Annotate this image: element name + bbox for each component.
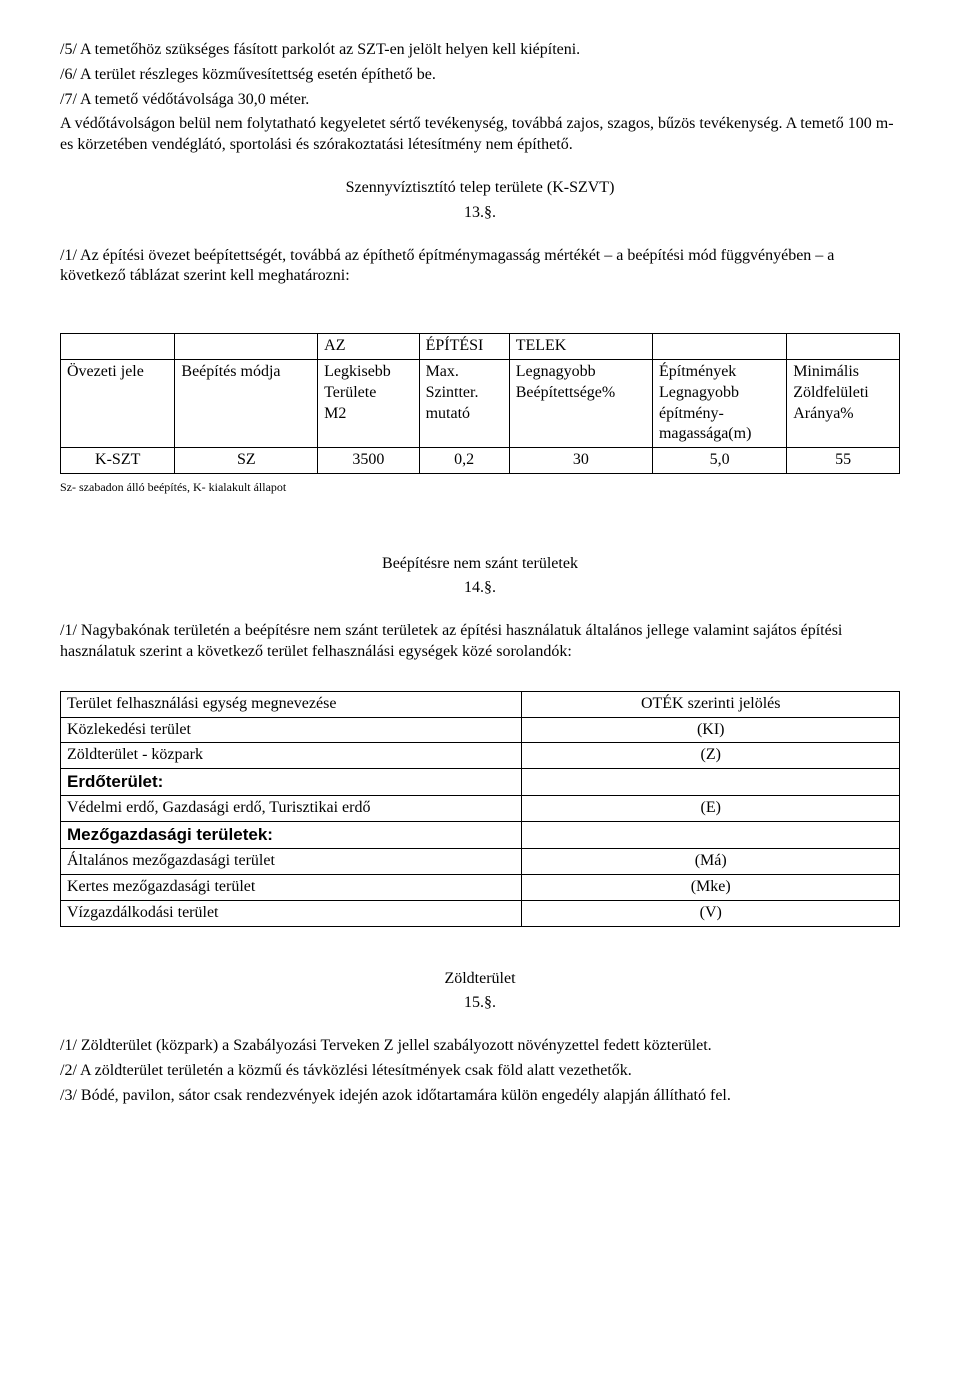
r1a: Közlekedési terület [61, 717, 522, 743]
hdr-col2: OTÉK szerinti jelölés [522, 691, 900, 717]
hdr-c3: Legkisebb Területe M2 [318, 359, 419, 447]
r1b: (KI) [522, 717, 900, 743]
hdr-col1: Terület felhasználási egység megnevezése [61, 691, 522, 717]
paragraph-8: A védőtávolságon belül nem folytatható k… [60, 114, 900, 156]
section-15-p2: /2/ A zöldterület területén a közmű és t… [60, 1061, 900, 1082]
r6b: (Má) [522, 849, 900, 875]
cell-c2: SZ [175, 448, 318, 474]
r7b: (Mke) [522, 874, 900, 900]
table-row: Zöldterület - közpark (Z) [61, 743, 900, 769]
table-row: Általános mezőgazdasági terület (Má) [61, 849, 900, 875]
section-13-title: Szennyvíztisztító telep területe (K-SZVT… [60, 178, 900, 199]
section-15-p3: /3/ Bódé, pavilon, sátor csak rendezvény… [60, 1086, 900, 1107]
table-row: Vízgazdálkodási terület (V) [61, 900, 900, 926]
cell-c7: 55 [787, 448, 900, 474]
table-row: Terület felhasználási egység megnevezése… [61, 691, 900, 717]
r8a: Vízgazdálkodási terület [61, 900, 522, 926]
table-row: Kertes mezőgazdasági terület (Mke) [61, 874, 900, 900]
cell-c6: 5,0 [652, 448, 786, 474]
section-14-title: Beépítésre nem szánt területek [60, 554, 900, 575]
table-13-footnote: Sz- szabadon álló beépítés, K- kialakult… [60, 480, 900, 496]
section-15-p1: /1/ Zöldterület (közpark) a Szabályozási… [60, 1036, 900, 1057]
table-row: Mezőgazdasági területek: [61, 822, 900, 849]
section-14-number: 14.§. [60, 578, 900, 599]
hdr-c2: Beépítés módja [175, 359, 318, 447]
section-13-p1: /1/ Az építési övezet beépítettségét, to… [60, 246, 900, 288]
r4a: Védelmi erdő, Gazdasági erdő, Turisztika… [61, 796, 522, 822]
section-14-p1: /1/ Nagybakónak területén a beépítésre n… [60, 621, 900, 663]
table-row: K-SZT SZ 3500 0,2 30 5,0 55 [61, 448, 900, 474]
r2a: Zöldterület - közpark [61, 743, 522, 769]
r3a: Erdőterület: [61, 769, 522, 796]
table-14: Terület felhasználási egység megnevezése… [60, 691, 900, 927]
paragraph-6: /6/ A terület részleges közművesítettség… [60, 65, 900, 86]
hdr-c4: Max. Szintter. mutató [419, 359, 509, 447]
table-row: Közlekedési terület (KI) [61, 717, 900, 743]
hdr-telek: TELEK [509, 334, 652, 360]
hdr-c7: Minimális Zöldfelületi Aránya% [787, 359, 900, 447]
table-row: Erdőterület: [61, 769, 900, 796]
table-13: AZ ÉPÍTÉSI TELEK Övezeti jele Beépítés m… [60, 333, 900, 474]
cell-c4: 0,2 [419, 448, 509, 474]
hdr-epitesi: ÉPÍTÉSI [419, 334, 509, 360]
r6a: Általános mezőgazdasági terület [61, 849, 522, 875]
cell-c1: K-SZT [61, 448, 175, 474]
cell-c3: 3500 [318, 448, 419, 474]
hdr-c6: Építmények Legnagyobb építmény- magasság… [652, 359, 786, 447]
paragraph-5: /5/ A temetőhöz szükséges fásított parko… [60, 40, 900, 61]
paragraph-7: /7/ A temető védőtávolsága 30,0 méter. [60, 90, 900, 111]
section-15-title: Zöldterület [60, 969, 900, 990]
r7a: Kertes mezőgazdasági terület [61, 874, 522, 900]
table-row: Védelmi erdő, Gazdasági erdő, Turisztika… [61, 796, 900, 822]
table-row: Övezeti jele Beépítés módja Legkisebb Te… [61, 359, 900, 447]
section-15-number: 15.§. [60, 993, 900, 1014]
hdr-c1: Övezeti jele [61, 359, 175, 447]
hdr-az: AZ [318, 334, 419, 360]
r8b: (V) [522, 900, 900, 926]
hdr-c5: Legnagyobb Beépítettsége% [509, 359, 652, 447]
r4b: (E) [522, 796, 900, 822]
section-13-number: 13.§. [60, 203, 900, 224]
cell-c5: 30 [509, 448, 652, 474]
r2b: (Z) [522, 743, 900, 769]
table-row: AZ ÉPÍTÉSI TELEK [61, 334, 900, 360]
r5a: Mezőgazdasági területek: [61, 822, 522, 849]
